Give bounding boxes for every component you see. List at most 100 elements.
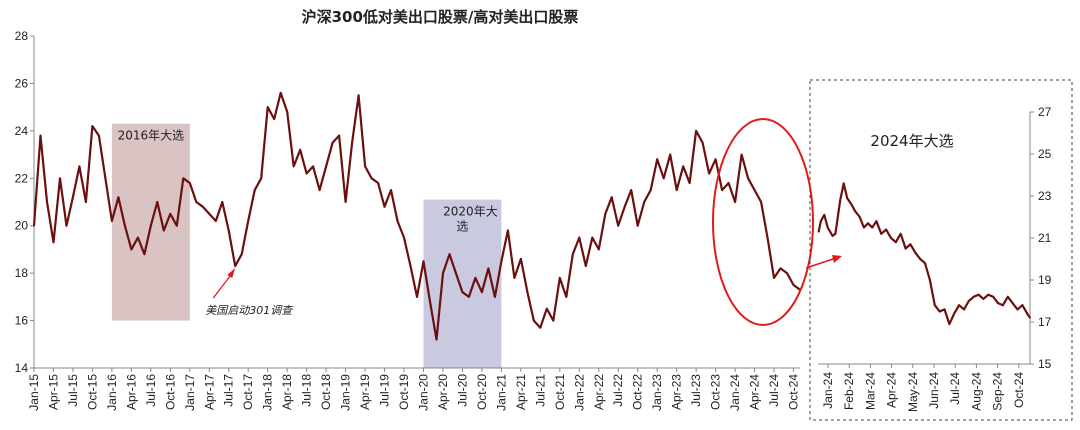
inset-data-point bbox=[1011, 302, 1014, 304]
data-point bbox=[688, 182, 691, 184]
inset-y-tick-label: 19 bbox=[1038, 273, 1052, 287]
x-tick-label: Jul-16 bbox=[144, 374, 158, 407]
data-point bbox=[247, 220, 250, 222]
inset-data-point bbox=[992, 295, 995, 298]
data-point bbox=[201, 205, 204, 208]
x-tick-label: Oct-20 bbox=[475, 374, 489, 410]
x-tick-label: Jul-23 bbox=[689, 374, 703, 407]
data-point bbox=[493, 295, 496, 298]
data-point bbox=[175, 224, 178, 227]
data-point bbox=[468, 295, 470, 298]
data-point bbox=[455, 272, 457, 275]
inset-data-point bbox=[823, 214, 826, 216]
data-point bbox=[59, 177, 61, 180]
inset-data-point bbox=[967, 300, 970, 302]
data-point bbox=[91, 125, 94, 128]
data-point bbox=[435, 338, 438, 341]
data-point bbox=[143, 253, 146, 256]
x-tick-label: Jan-19 bbox=[339, 374, 353, 411]
data-point bbox=[33, 224, 35, 227]
data-point bbox=[442, 272, 444, 275]
x-tick-label: Jan-24 bbox=[728, 374, 742, 411]
inset-data-point bbox=[924, 262, 926, 265]
data-point bbox=[234, 265, 237, 267]
inset-data-point bbox=[1029, 316, 1031, 319]
inset-data-point bbox=[997, 302, 999, 304]
data-point bbox=[422, 260, 425, 263]
x-tick-label: Jan-15 bbox=[27, 374, 41, 411]
data-point bbox=[734, 201, 736, 203]
inset-data-point bbox=[846, 197, 849, 200]
inset-y-tick-label: 23 bbox=[1038, 189, 1052, 203]
inset-x-tick-label: Jun-24 bbox=[927, 372, 941, 409]
data-point bbox=[117, 196, 120, 199]
inset-x-tick-label: May-24 bbox=[906, 372, 920, 412]
data-point bbox=[565, 295, 568, 298]
inset-arrow bbox=[805, 257, 837, 269]
inset-y-tick-label: 27 bbox=[1038, 105, 1052, 119]
data-point bbox=[526, 291, 529, 294]
y-tick-label: 28 bbox=[15, 29, 29, 43]
inset-data-point bbox=[871, 226, 874, 229]
data-point bbox=[643, 201, 646, 203]
data-point bbox=[630, 189, 633, 192]
inset-data-point bbox=[909, 243, 912, 246]
x-tick-label: Oct-24 bbox=[787, 374, 801, 410]
data-point bbox=[52, 241, 55, 244]
data-point bbox=[760, 201, 762, 203]
data-point bbox=[747, 177, 749, 180]
data-point bbox=[792, 284, 795, 286]
data-point bbox=[597, 248, 600, 251]
x-tick-label: Jul-15 bbox=[66, 374, 80, 407]
inset-frame bbox=[809, 79, 1073, 421]
inset-y-tick-label: 25 bbox=[1038, 147, 1052, 161]
inset-data-point bbox=[1001, 304, 1004, 307]
data-point bbox=[675, 189, 678, 192]
inset-data-point bbox=[858, 216, 861, 218]
data-point bbox=[130, 248, 133, 251]
inset-data-point bbox=[831, 235, 834, 237]
data-point bbox=[331, 141, 334, 144]
x-tick-label: Jan-22 bbox=[572, 374, 586, 411]
x-tick-label: Apr-17 bbox=[202, 374, 216, 410]
data-point bbox=[188, 182, 191, 184]
inset-data-point bbox=[904, 247, 907, 250]
inset-x-tick-label: Apr-24 bbox=[885, 372, 899, 408]
inset-data-point bbox=[834, 232, 837, 235]
data-point bbox=[727, 182, 730, 184]
data-point bbox=[338, 134, 341, 137]
inset-series-line bbox=[817, 182, 1031, 326]
election-label-1: 2020年大 bbox=[443, 205, 498, 219]
y-tick-label: 18 bbox=[15, 266, 29, 280]
data-point bbox=[344, 201, 347, 203]
data-point bbox=[156, 201, 159, 203]
data-point bbox=[708, 172, 711, 175]
data-point bbox=[240, 253, 243, 256]
inset-y-tick-label: 21 bbox=[1038, 231, 1052, 245]
y-tick-label: 26 bbox=[15, 76, 29, 90]
data-point bbox=[649, 189, 652, 192]
data-point bbox=[169, 212, 172, 215]
data-point bbox=[104, 177, 107, 180]
y-tick-label: 22 bbox=[15, 171, 29, 185]
inset-data-point bbox=[914, 251, 917, 254]
data-point bbox=[390, 189, 392, 192]
data-point bbox=[519, 258, 522, 260]
data-point bbox=[545, 307, 548, 310]
data-point bbox=[753, 189, 756, 192]
x-tick-label: Oct-15 bbox=[85, 374, 99, 410]
data-point bbox=[221, 201, 224, 203]
x-tick-label: Oct-21 bbox=[553, 374, 567, 410]
inset-data-point bbox=[977, 293, 980, 296]
x-tick-label: Apr-24 bbox=[748, 374, 762, 410]
inset-data-point bbox=[1006, 295, 1009, 298]
inset-y-tick-label: 17 bbox=[1038, 315, 1052, 329]
data-point bbox=[500, 260, 503, 263]
data-point bbox=[214, 220, 217, 222]
data-point bbox=[578, 236, 581, 239]
inset-data-point bbox=[839, 199, 842, 202]
inset-data-point bbox=[919, 258, 922, 260]
election-label-1-b: 选 bbox=[456, 220, 468, 234]
inset-data-point bbox=[933, 304, 936, 307]
data-point bbox=[623, 205, 626, 208]
